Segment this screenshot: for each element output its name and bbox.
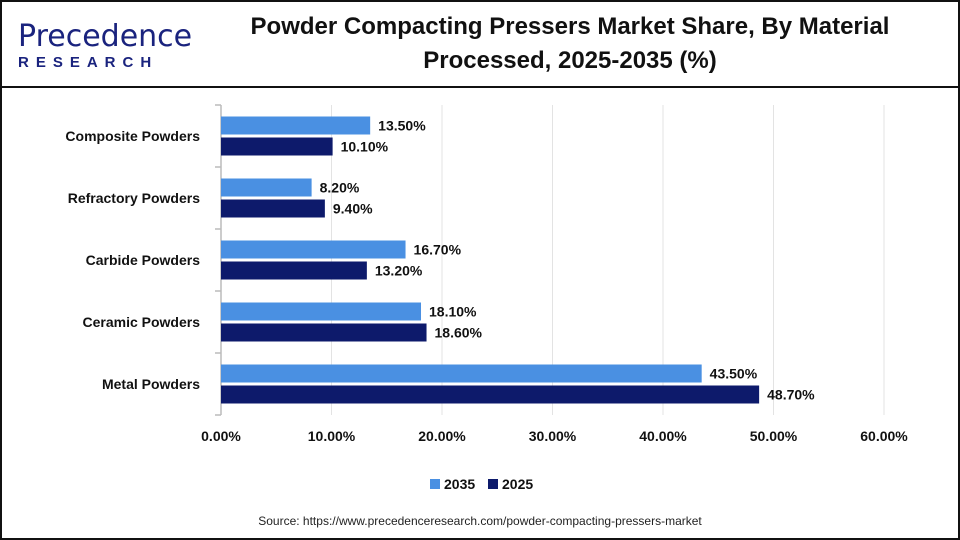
- data-label: 43.50%: [710, 366, 758, 382]
- x-tick-label: 30.00%: [529, 428, 577, 444]
- bar-2035: [221, 178, 312, 197]
- bar-2025: [221, 199, 325, 218]
- brand-subname: RESEARCH: [18, 54, 159, 71]
- bar-2025: [221, 261, 367, 280]
- header-divider: [0, 86, 960, 88]
- legend-label: 2025: [502, 476, 533, 492]
- data-label: 13.50%: [378, 118, 426, 134]
- title-line-1: Powder Compacting Pressers Market Share,…: [250, 13, 890, 40]
- x-tick-label: 60.00%: [860, 428, 908, 444]
- category-label: Composite Powders: [65, 128, 200, 144]
- category-label: Metal Powders: [102, 376, 200, 392]
- bar-2025: [221, 323, 427, 342]
- brand-name: Precedence: [18, 19, 193, 54]
- bar-2035: [221, 240, 406, 259]
- chart-title: Powder Compacting Pressers Market Share,…: [200, 10, 940, 78]
- data-label: 16.70%: [414, 242, 462, 258]
- data-label: 10.10%: [341, 139, 389, 155]
- brand-logo: Precedence RESEARCH: [18, 19, 193, 72]
- data-label: 13.20%: [375, 263, 423, 279]
- data-label: 48.70%: [767, 387, 815, 403]
- data-label: 8.20%: [320, 180, 360, 196]
- legend-swatch-2025: [488, 479, 498, 489]
- x-tick-label: 0.00%: [201, 428, 241, 444]
- x-tick-label: 40.00%: [639, 428, 687, 444]
- category-label: Ceramic Powders: [83, 314, 201, 330]
- data-label: 9.40%: [333, 201, 373, 217]
- data-label: 18.10%: [429, 304, 477, 320]
- data-label: 18.60%: [435, 325, 483, 341]
- bar-2035: [221, 302, 422, 321]
- category-label: Refractory Powders: [68, 190, 200, 206]
- x-tick-label: 50.00%: [750, 428, 798, 444]
- bar-2025: [221, 137, 333, 156]
- title-line-2: Processed, 2025-2035 (%): [423, 47, 717, 74]
- legend-label: 2035: [444, 476, 475, 492]
- bar-2035: [221, 116, 371, 135]
- category-label: Carbide Powders: [86, 252, 201, 268]
- bar-2035: [221, 364, 702, 383]
- source-note: Source: https://www.precedenceresearch.c…: [258, 514, 702, 528]
- x-tick-label: 20.00%: [418, 428, 466, 444]
- legend-swatch-2035: [430, 479, 440, 489]
- x-tick-label: 10.00%: [308, 428, 356, 444]
- bar-2025: [221, 385, 760, 404]
